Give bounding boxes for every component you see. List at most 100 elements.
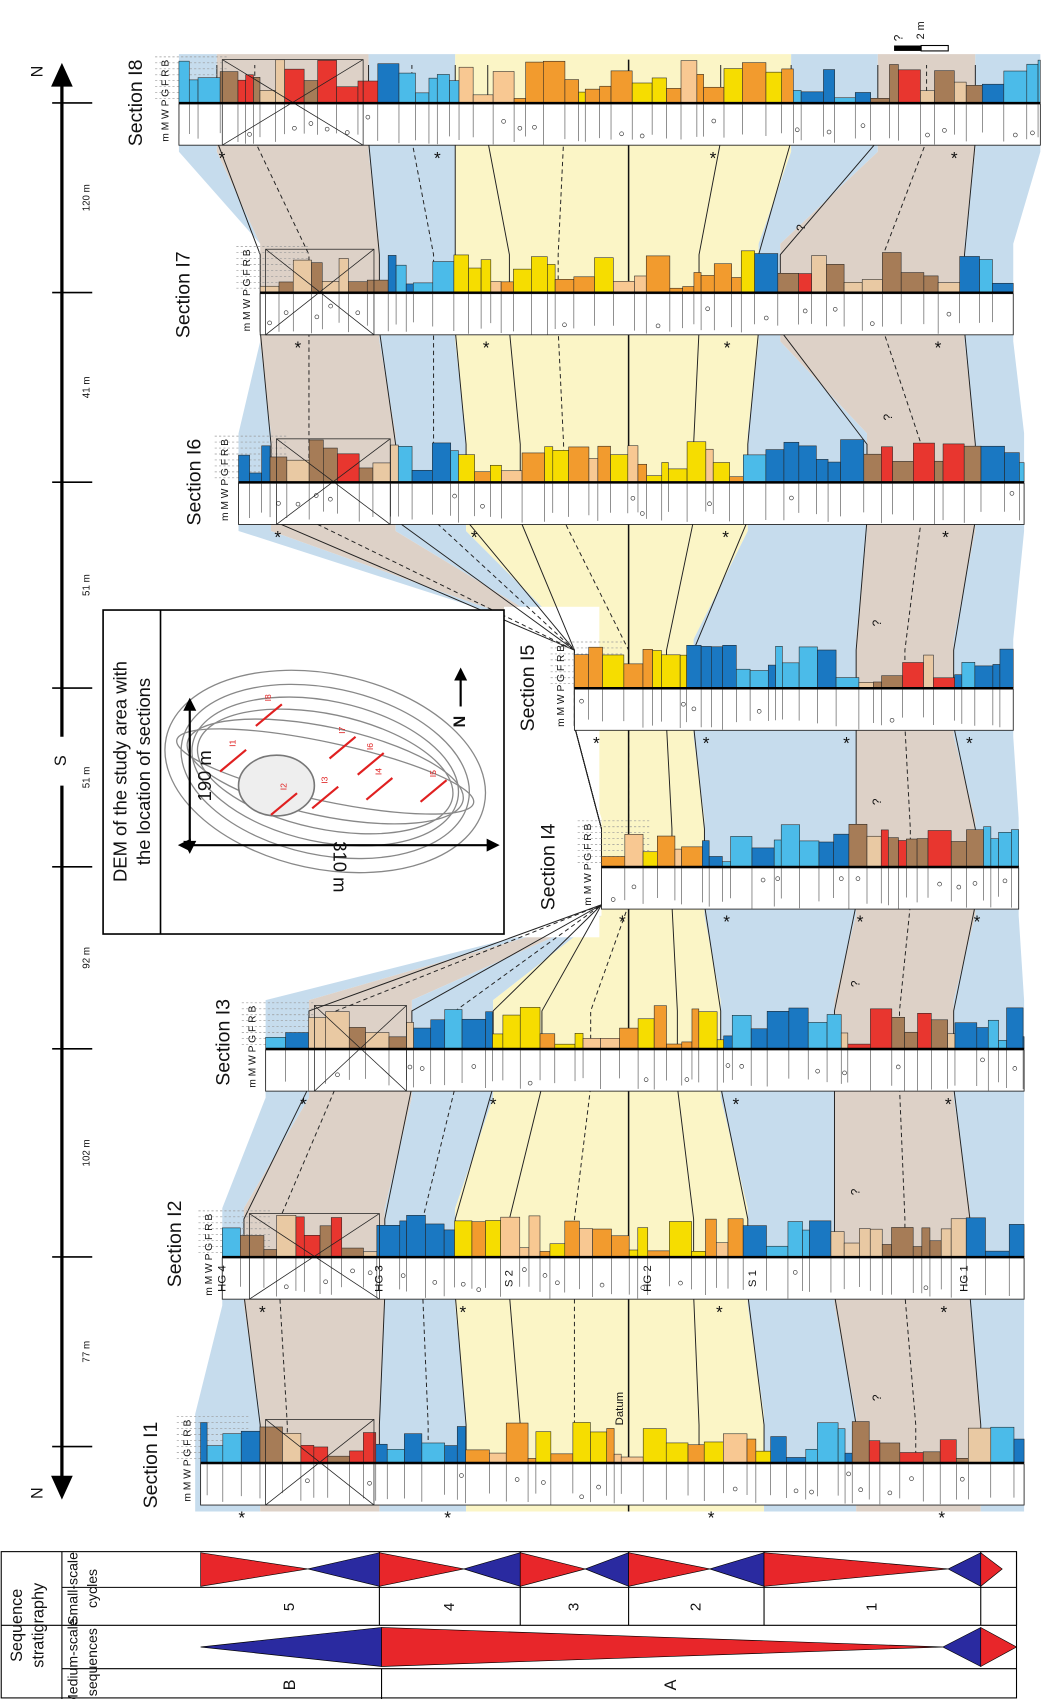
grain-bar [422,1443,445,1463]
grain-bar [585,89,600,103]
grain-bar [598,446,611,482]
grain-bar [1000,649,1013,688]
grain-bar [966,1218,985,1257]
grain-bar [501,282,513,293]
grain-bar [966,85,982,103]
grain-size-header: m M W P G F R B [182,1419,193,1501]
correlation-label: HG 1 [959,1265,971,1292]
grain-bar [643,649,653,688]
grain-bar [905,1032,918,1049]
grain-bar [454,255,469,293]
grain-bar [844,1243,859,1257]
south-label: S [52,755,70,766]
inset-section-label: I4 [374,768,384,775]
grain-bar [704,1442,723,1463]
grain-bar [1005,453,1020,483]
correlation-label: S 1 [747,1270,759,1287]
grain-bar [486,1012,493,1049]
grain-bar [531,257,547,293]
grain-bar [999,1040,1007,1049]
sample-marker: * [716,1302,723,1322]
grain-bar [964,446,981,482]
grain-bar [287,460,309,482]
grain-bar [841,1033,848,1049]
grain-bar [724,69,742,103]
grain-bar [1004,71,1027,103]
grain-bar [751,1029,767,1049]
grain-bar [954,82,966,103]
grain-bar [472,1222,486,1257]
grain-bar [709,856,722,866]
distance-label: 41 m [81,377,92,399]
grain-bar [377,1225,400,1257]
cycle-label: 5 [281,1603,298,1611]
cycle-label: 2 [687,1603,704,1611]
grain-bar [788,1222,803,1257]
grain-size-header: m M W P G F R B [556,645,567,727]
grain-bar [801,92,823,103]
cycle-label: 4 [441,1603,458,1611]
question-mark: ? [881,413,895,420]
grain-bar [941,1229,951,1257]
grain-bar [1023,1037,1024,1049]
grain-bar [638,1228,648,1257]
grain-bar [923,1452,940,1463]
grain-bar [918,1013,932,1049]
grain-bar [992,283,1013,292]
grain-bar [301,1445,314,1462]
grain-bar [799,274,812,293]
grain-bar [632,83,652,103]
grain-bar [1038,60,1040,103]
grain-bar [687,442,706,482]
grain-bar [220,72,238,103]
grain-bar [898,840,906,866]
section-title: Section I8 [125,60,147,147]
question-mark: ? [870,798,884,805]
grain-bar [880,1443,900,1463]
grain-bar [799,446,816,482]
grain-bar [614,1454,621,1463]
grain-bar [993,664,1000,688]
lithology-column [201,1464,1024,1505]
grain-bar [574,655,588,688]
grain-bar [870,1009,891,1049]
grain-bar [437,74,449,102]
grain-bar [951,1219,966,1257]
grain-bar [859,1229,870,1257]
sequence-label: B [281,1679,299,1690]
grain-bar [732,277,742,292]
grain-bar [553,450,569,482]
grain-bar [935,461,944,482]
grain-bar [358,81,378,103]
grain-bar [457,1426,465,1462]
grain-bar [731,836,752,866]
grain-bar [653,650,662,688]
grain-bar [855,92,870,102]
grain-bar [522,453,544,482]
grain-bar [697,74,704,103]
grain-bar [189,80,198,103]
section-title: Section I2 [164,1201,186,1288]
grain-bar [817,1423,838,1463]
grain-bar [406,284,413,293]
grain-bar [387,1449,404,1462]
grain-bar [845,1453,852,1463]
grain-bar [475,472,491,482]
grain-bar [445,1010,462,1049]
grain-bar [723,1434,747,1463]
grain-size-header: m M W P G F R B [242,249,253,331]
grain-bar [342,1248,364,1257]
meter-label: 2 m [915,21,927,39]
grain-bar [309,1018,326,1049]
north-label: N [28,66,46,78]
sample-marker: * [966,733,973,753]
grain-bar [646,256,670,293]
grain-bar [892,1017,905,1049]
grain-bar [350,1451,364,1463]
sample-marker: * [274,527,281,547]
grain-bar [803,1230,810,1257]
grain-bar [661,655,680,688]
grain-bar [238,80,246,103]
grain-bar [870,1229,882,1257]
grain-bar [555,279,574,292]
